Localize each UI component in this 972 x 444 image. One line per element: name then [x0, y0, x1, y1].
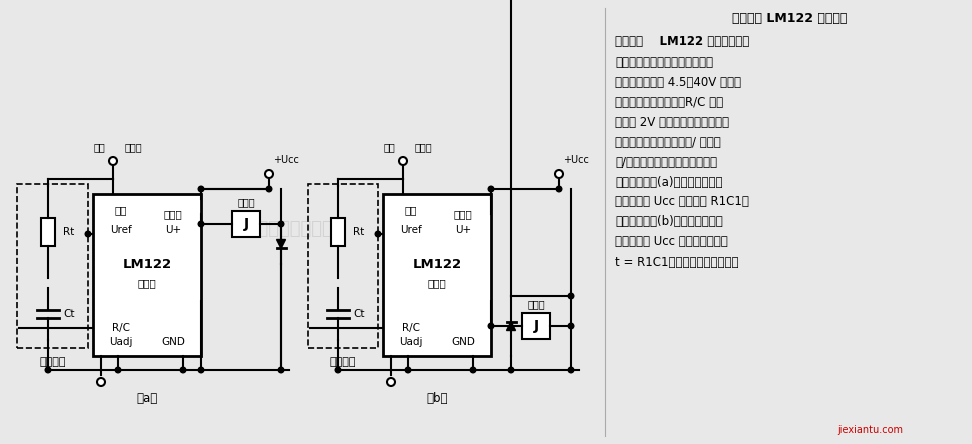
- Text: 定时电路: 定时电路: [330, 357, 357, 367]
- Bar: [383, 194, 491, 356]
- Text: 压，电源电压在 4.5～40V 中间变: 压，电源电压在 4.5～40V 中间变: [615, 75, 741, 88]
- Circle shape: [86, 231, 90, 237]
- Text: Rt: Rt: [353, 227, 364, 237]
- Text: 作继电器    LM122 是从微秒至小: 作继电器 LM122 是从微秒至小: [615, 36, 749, 48]
- Circle shape: [198, 367, 204, 373]
- Text: jiexiantu.com: jiexiantu.com: [837, 425, 903, 435]
- Bar: [41, 218, 55, 246]
- Text: Uadj: Uadj: [399, 337, 423, 347]
- Text: J: J: [243, 217, 249, 231]
- Polygon shape: [276, 239, 286, 249]
- Bar: [232, 211, 260, 237]
- Text: 触发器: 触发器: [124, 142, 142, 152]
- Text: Ct: Ct: [353, 309, 364, 319]
- Text: LM122: LM122: [122, 258, 172, 271]
- Circle shape: [569, 367, 573, 373]
- Text: 继电器: 继电器: [527, 299, 545, 309]
- Circle shape: [488, 323, 494, 329]
- Circle shape: [180, 367, 186, 373]
- Text: 转。在定时工作时，是开/ 关还是: 转。在定时工作时，是开/ 关还是: [615, 135, 721, 148]
- Text: J: J: [534, 319, 538, 333]
- Text: Rt: Rt: [63, 227, 74, 237]
- Text: 可任意选择。(a)电路为延时通电: 可任意选择。(a)电路为延时通电: [615, 175, 722, 189]
- Text: +Ucc: +Ucc: [273, 155, 298, 165]
- Text: 极电集: 极电集: [163, 209, 183, 219]
- Circle shape: [508, 367, 514, 373]
- Text: 逻辑: 逻辑: [404, 205, 417, 215]
- Text: （a）: （a）: [136, 392, 157, 404]
- Circle shape: [470, 367, 476, 373]
- Polygon shape: [506, 321, 515, 330]
- Bar: [93, 194, 201, 356]
- Text: 极电集: 极电集: [454, 209, 472, 219]
- Circle shape: [335, 367, 341, 373]
- Text: 定时电路: 定时电路: [39, 357, 66, 367]
- Text: +Ucc: +Ucc: [563, 155, 589, 165]
- Circle shape: [97, 378, 105, 386]
- Circle shape: [569, 323, 573, 329]
- Text: 时的定时集成块。内部有基准电: 时的定时集成块。内部有基准电: [615, 56, 713, 68]
- Text: 关/开，逻辑终端晶体管输出状态: 关/开，逻辑终端晶体管输出状态: [615, 155, 717, 169]
- Text: Uref: Uref: [400, 225, 422, 235]
- Circle shape: [387, 378, 395, 386]
- Text: 压充至 2V 时，输出晶体管状态翻: 压充至 2V 时，输出晶体管状态翻: [615, 115, 729, 128]
- Text: （b）: （b）: [427, 392, 448, 404]
- Circle shape: [278, 367, 284, 373]
- Circle shape: [556, 186, 562, 192]
- Text: GND: GND: [451, 337, 475, 347]
- Text: Ct: Ct: [63, 309, 75, 319]
- Circle shape: [555, 170, 563, 178]
- Text: t = R1C1秒之后，继电器断电。: t = R1C1秒之后，继电器断电。: [615, 255, 739, 269]
- Text: 继电器通电。(b)电路为延时断电: 继电器通电。(b)电路为延时断电: [615, 215, 723, 229]
- Circle shape: [116, 367, 121, 373]
- Circle shape: [375, 231, 381, 237]
- Circle shape: [266, 186, 272, 192]
- Text: R/C: R/C: [402, 323, 420, 333]
- Circle shape: [278, 221, 284, 227]
- Circle shape: [488, 186, 494, 192]
- Text: LM122: LM122: [412, 258, 462, 271]
- Circle shape: [109, 157, 117, 165]
- Text: 升压: 升压: [383, 142, 395, 152]
- Text: 电路，即加 Ucc 继电器得电，经: 电路，即加 Ucc 继电器得电，经: [615, 235, 728, 249]
- Text: U+: U+: [165, 225, 181, 235]
- Text: 电路，即加 Ucc 后，延时 R1C1秒: 电路，即加 Ucc 后，延时 R1C1秒: [615, 195, 748, 209]
- Text: 两种采用 LM122 的延迟动: 两种采用 LM122 的延迟动: [732, 12, 848, 25]
- Text: 动，不改变定时时间。R/C 端电: 动，不改变定时时间。R/C 端电: [615, 95, 723, 108]
- Circle shape: [399, 157, 407, 165]
- Circle shape: [198, 221, 204, 227]
- Text: GND: GND: [161, 337, 185, 347]
- Circle shape: [198, 186, 204, 192]
- Text: Uref: Uref: [110, 225, 132, 235]
- Text: R/C: R/C: [112, 323, 130, 333]
- Text: 升压: 升压: [93, 142, 105, 152]
- Text: Uadj: Uadj: [109, 337, 133, 347]
- Text: 继电器: 继电器: [237, 197, 255, 207]
- Text: 发射极: 发射极: [428, 278, 446, 288]
- Text: 发射极: 发射极: [138, 278, 156, 288]
- Text: 杭州将睿科技有限公司: 杭州将睿科技有限公司: [236, 220, 344, 238]
- Bar: [522, 313, 550, 339]
- Circle shape: [46, 367, 51, 373]
- Text: U+: U+: [455, 225, 471, 235]
- Circle shape: [265, 170, 273, 178]
- Text: 触发器: 触发器: [414, 142, 432, 152]
- Circle shape: [569, 293, 573, 299]
- Circle shape: [405, 367, 411, 373]
- Bar: [331, 218, 345, 246]
- Text: 逻辑: 逻辑: [115, 205, 127, 215]
